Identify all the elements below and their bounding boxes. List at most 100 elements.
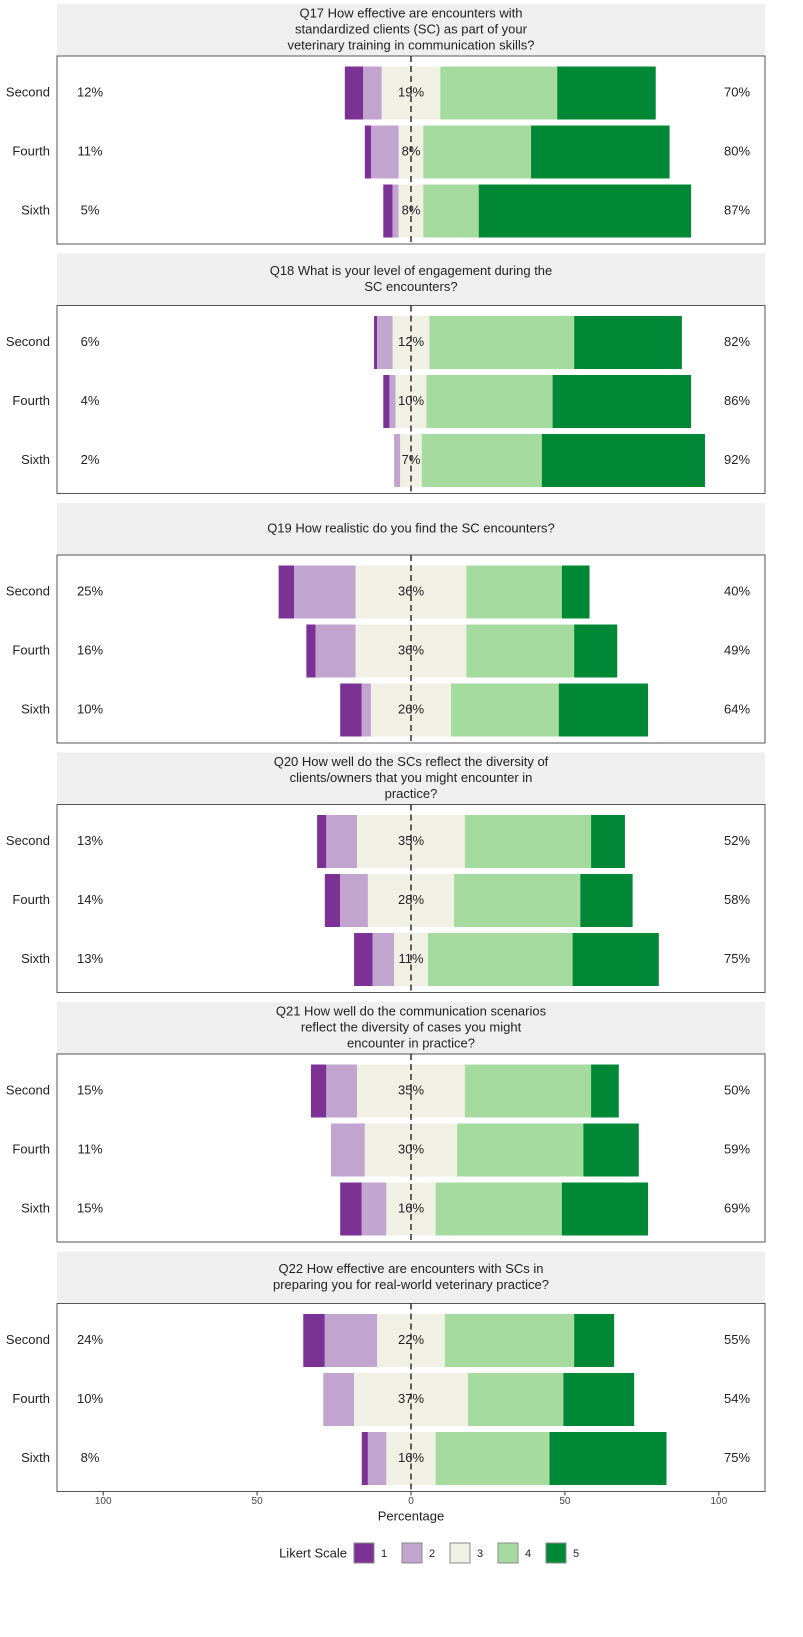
bar-segment (541, 434, 705, 487)
legend-label: 3 (477, 1548, 483, 1560)
legend-swatch (353, 1542, 375, 1564)
bar-segment (306, 624, 316, 678)
panel-title: Q22 How effective are encounters with SC… (279, 1261, 544, 1276)
panel-title: SC encounters? (364, 279, 457, 294)
bar-segment (423, 125, 532, 179)
low-label: 5% (81, 202, 100, 217)
y-tick-label: Fourth (12, 1141, 50, 1156)
bar-segment (466, 565, 562, 619)
low-label: 16% (77, 642, 103, 657)
high-label: 55% (724, 1332, 750, 1347)
y-tick-label: Fourth (12, 642, 50, 657)
high-label: 40% (724, 583, 750, 598)
bar-segment (572, 933, 659, 986)
high-label: 82% (724, 334, 750, 349)
legend-label: 5 (573, 1548, 579, 1560)
bar-segment (361, 1432, 368, 1485)
low-label: 11% (77, 143, 102, 158)
bar-segment (303, 1314, 325, 1367)
bar-segment (561, 565, 590, 619)
high-label: 59% (724, 1141, 750, 1156)
low-label: 24% (77, 1332, 103, 1347)
bar-segment (364, 125, 371, 179)
panel-title: Q18 What is your level of engagement dur… (270, 263, 553, 278)
high-label: 58% (724, 892, 750, 907)
high-label: 50% (724, 1082, 750, 1097)
bar-segment (370, 125, 399, 179)
bar-segment (383, 184, 393, 238)
bar-segment (466, 624, 575, 678)
bar-segment (561, 1182, 649, 1236)
panel-title: Q21 How well do the communication scenar… (276, 1003, 547, 1018)
panel-title: preparing you for real-world veterinary … (273, 1277, 549, 1292)
bar-segment (531, 125, 670, 179)
bar-segment (377, 316, 393, 369)
strip (57, 752, 765, 805)
panel-title: clients/owners that you might encounter … (290, 770, 533, 785)
y-tick-label: Sixth (21, 951, 50, 966)
bar-segment (330, 1123, 365, 1177)
low-label: 10% (77, 701, 103, 716)
y-tick-label: Fourth (12, 143, 50, 158)
legend-swatch (401, 1542, 423, 1564)
panel-title: Q17 How effective are encounters with (299, 5, 522, 20)
bar-segment (344, 66, 364, 120)
bar-segment (421, 434, 542, 487)
bar-segment (323, 1373, 355, 1426)
bar-segment (324, 1314, 378, 1367)
bar-segment (451, 683, 559, 737)
bar-segment (478, 184, 692, 238)
high-label: 75% (724, 951, 750, 966)
panel-title: practice? (385, 786, 438, 801)
bar-segment (340, 1182, 362, 1236)
panel-title: encounter in practice? (347, 1035, 475, 1050)
low-label: 10% (77, 1391, 103, 1406)
bar-segment (558, 683, 649, 737)
x-axis-label: Percentage (378, 1508, 445, 1523)
panel-title: reflect the diversity of cases you might (301, 1019, 522, 1034)
y-tick-label: Second (6, 583, 50, 598)
legend-label: 4 (525, 1548, 531, 1560)
high-label: 64% (724, 701, 750, 716)
high-label: 86% (724, 393, 750, 408)
bar-segment (326, 815, 358, 868)
bar-segment (457, 1123, 584, 1177)
y-tick-label: Second (6, 1332, 50, 1347)
legend-swatch (545, 1542, 567, 1564)
bar-segment (324, 874, 341, 927)
bar-segment (278, 565, 295, 619)
bar-segment (464, 1064, 592, 1118)
panel-title: Q20 How well do the SCs reflect the dive… (274, 754, 549, 769)
y-tick-label: Sixth (21, 701, 50, 716)
bar-segment (574, 624, 618, 678)
bar-segment (389, 375, 396, 428)
low-label: 15% (77, 1200, 103, 1215)
strip (57, 1002, 765, 1054)
bar-segment (340, 874, 368, 927)
low-label: 25% (77, 583, 103, 598)
bar-segment (429, 316, 575, 369)
low-label: 15% (77, 1082, 103, 1097)
y-tick-label: Fourth (12, 393, 50, 408)
strip (57, 1251, 765, 1304)
bar-segment (557, 66, 656, 120)
legend-title: Likert Scale (279, 1545, 347, 1560)
y-tick-label: Second (6, 833, 50, 848)
low-label: 8% (81, 1450, 100, 1465)
high-label: 49% (724, 642, 750, 657)
strip (57, 253, 765, 306)
bar-segment (372, 933, 395, 986)
high-label: 75% (724, 1450, 750, 1465)
y-tick-label: Sixth (21, 452, 50, 467)
bar-segment (454, 874, 581, 927)
legend-swatch (449, 1542, 471, 1564)
strip (57, 503, 765, 555)
low-label: 12% (77, 84, 103, 99)
high-label: 80% (724, 143, 750, 158)
legend-label: 1 (381, 1548, 387, 1560)
bar-segment (423, 184, 479, 238)
low-label: 13% (77, 833, 103, 848)
bar-segment (580, 874, 633, 927)
bar-segment (435, 1432, 550, 1485)
